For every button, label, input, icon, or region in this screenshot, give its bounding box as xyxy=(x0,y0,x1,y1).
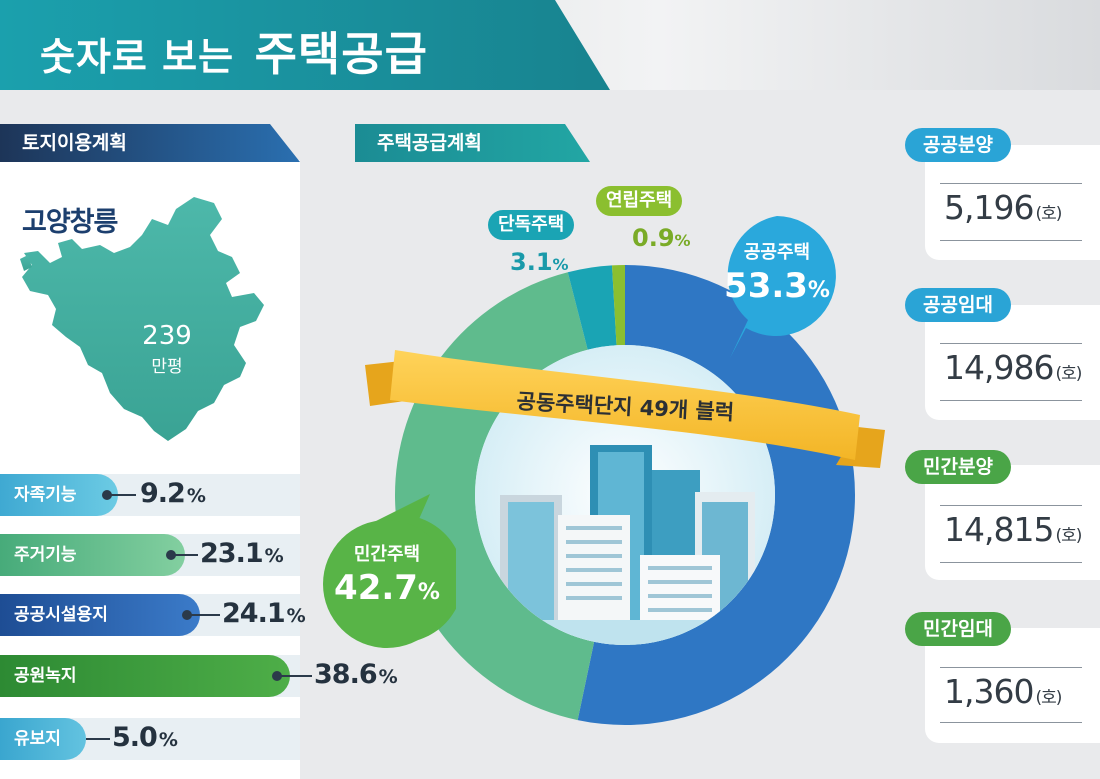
supply-card-value: 5,196 (호) xyxy=(944,188,1062,227)
land-use-row: 자족기능 9.2% xyxy=(0,474,300,516)
region-name: 고양창릉 xyxy=(22,207,118,238)
area-unit: 만평 xyxy=(151,357,183,377)
supply-card-label: 민간분양 xyxy=(905,450,1011,484)
slice-label-public: 공공주택 53.3% xyxy=(724,242,830,306)
supply-card-label: 공공임대 xyxy=(905,288,1011,322)
slice-label-private: 민간주택 42.7% xyxy=(334,544,440,608)
card-divider xyxy=(940,722,1082,723)
land-use-row: 유보지 5.0% xyxy=(0,718,300,760)
card-divider xyxy=(940,562,1082,563)
leader-line xyxy=(280,675,312,677)
leader-dot xyxy=(182,610,192,620)
card-divider xyxy=(940,667,1082,668)
leader-line xyxy=(110,494,136,496)
land-use-value: 38.6% xyxy=(314,659,398,690)
land-use-label: 유보지 xyxy=(0,718,86,760)
leader-line xyxy=(174,554,198,556)
card-divider xyxy=(940,505,1082,506)
land-use-row: 공원녹지 38.6% xyxy=(0,655,398,697)
supply-card-value: 14,986 (호) xyxy=(944,348,1082,387)
donut-slice-2 xyxy=(567,265,617,350)
leader-line xyxy=(190,614,220,616)
supply-card-value: 14,815 (호) xyxy=(944,510,1082,549)
land-use-label: 주거기능 xyxy=(0,534,185,576)
supply-card xyxy=(925,465,1100,580)
slice-value-rowhouse: 0.9% xyxy=(632,224,691,252)
land-use-label: 공공시설용지 xyxy=(0,594,200,636)
housing-donut-chart: 공동주택단지 49개 블럭 xyxy=(365,265,885,726)
area-value: 239 xyxy=(142,321,192,351)
card-divider xyxy=(940,343,1082,344)
land-use-value: 5.0% xyxy=(112,722,178,753)
region-map-icon xyxy=(20,197,264,441)
page-title-part2: 주택공급 xyxy=(254,27,428,81)
title-strip xyxy=(0,0,610,90)
slice-tag-rowhouse: 연립주택 xyxy=(596,186,683,216)
ribbon-banner: 공동주택단지 49개 블럭 xyxy=(365,350,885,468)
land-use-value: 9.2% xyxy=(140,478,206,509)
supply-card xyxy=(925,628,1100,743)
leader-dot xyxy=(102,490,112,500)
page-title: 숫자로 보는 주택공급 xyxy=(40,18,428,84)
donut-slice-3 xyxy=(612,265,625,346)
land-use-label: 자족기능 xyxy=(0,474,118,516)
slice-value-detached: 3.1% xyxy=(510,248,569,276)
supply-card-label: 민간임대 xyxy=(905,612,1011,646)
land-use-row: 주거기능 23.1% xyxy=(0,534,300,576)
land-use-value: 24.1% xyxy=(222,598,306,629)
land-use-row: 공공시설용지 24.1% xyxy=(0,594,306,636)
land-use-header: 토지이용계획 xyxy=(0,124,300,162)
supply-card-value: 1,360 (호) xyxy=(944,672,1062,711)
leader-dot xyxy=(166,550,176,560)
land-use-value: 23.1% xyxy=(200,538,284,569)
public-housing-bubble-icon xyxy=(727,216,836,358)
supply-card-label: 공공분양 xyxy=(905,128,1011,162)
housing-plan-header: 주택공급계획 xyxy=(355,124,590,162)
leader-dot xyxy=(272,671,282,681)
card-divider xyxy=(940,183,1082,184)
page-title-part1: 숫자로 보는 xyxy=(40,35,235,79)
land-use-label: 공원녹지 xyxy=(0,655,290,697)
donut-slice-0 xyxy=(577,265,856,726)
card-divider xyxy=(940,400,1082,401)
leader-line xyxy=(86,738,110,740)
private-housing-bubble-icon xyxy=(323,494,456,648)
card-divider xyxy=(940,240,1082,241)
slice-tag-detached: 단독주택 xyxy=(488,210,575,240)
